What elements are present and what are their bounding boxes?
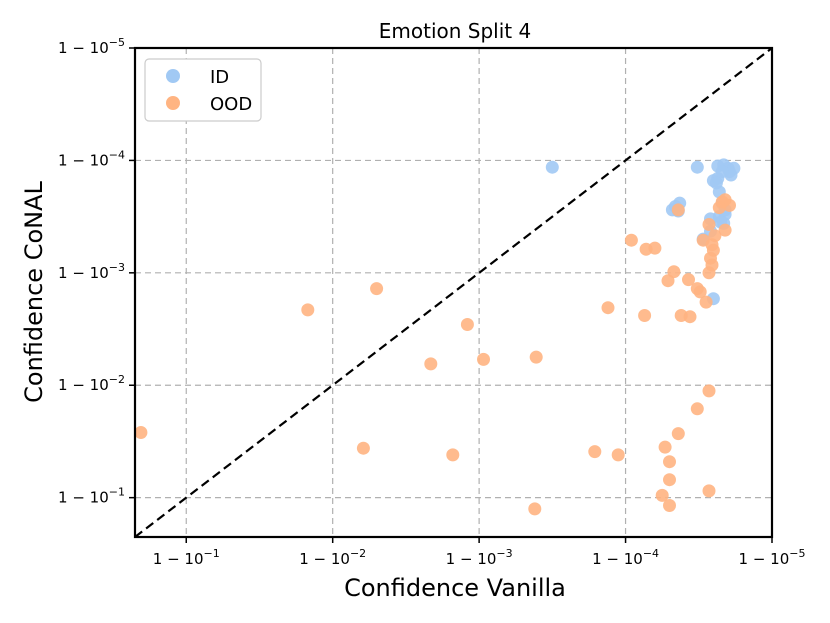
point-ood-43 (446, 448, 460, 462)
point-ood-46 (702, 484, 716, 498)
y-axis-label: Confidence CoNAL (20, 181, 48, 403)
diagonal-reference-line (134, 47, 773, 538)
legend-marker-id (166, 69, 180, 83)
point-ood-37 (690, 402, 704, 416)
point-ood-4 (712, 201, 726, 215)
point-ood-27 (674, 309, 688, 322)
point-id-8 (727, 161, 741, 175)
point-ood-5 (671, 203, 685, 217)
point-ood-15 (624, 233, 638, 247)
point-ood-25 (601, 301, 615, 315)
point-ood-33 (529, 350, 543, 364)
point-ood-34 (702, 384, 716, 398)
point-ood-6 (718, 223, 732, 237)
y-axis-ticks: 1 − 10−1 1 − 10−2 1 − 10−3 1 − 10−4 1 − 10−5 (58, 36, 135, 507)
point-ood-22 (693, 285, 707, 299)
y-tick-label-1: 1 − 10−1 (58, 486, 125, 507)
point-ood-35 (134, 426, 148, 439)
point-ood-23 (699, 295, 713, 309)
point-ood-19 (661, 274, 675, 288)
x-tick-label-4: 1 − 10−4 (592, 547, 659, 568)
x-tick-label-5: 1 − 10−5 (739, 547, 806, 568)
x-axis-label: Confidence Vanilla (344, 574, 566, 602)
legend-marker-ood (166, 96, 180, 110)
plot-frame (133, 46, 774, 539)
point-ood-17 (639, 242, 653, 256)
x-tick-label-1: 1 − 10−1 (153, 547, 220, 568)
data-points (134, 158, 741, 516)
y-tick-label-4: 1 − 10−4 (58, 148, 125, 169)
y-tick-label-5: 1 − 10−5 (58, 36, 125, 57)
point-ood-47 (663, 499, 676, 512)
point-ood-42 (663, 455, 676, 469)
point-ood-40 (611, 448, 625, 462)
point-ood-38 (671, 427, 685, 441)
point-id-2 (690, 160, 704, 174)
point-ood-36 (356, 441, 370, 455)
point-ood-48 (528, 502, 542, 516)
point-ood-32 (477, 352, 490, 366)
x-tick-label-3: 1 − 10−3 (446, 547, 513, 568)
point-ood-45 (655, 488, 669, 502)
y-tick-label-3: 1 − 10−3 (58, 261, 125, 282)
legend: ID OOD (144, 58, 262, 122)
legend-label-ood: OOD (210, 94, 252, 115)
point-ood-44 (663, 473, 676, 487)
point-ood-7 (702, 218, 716, 231)
y-tick-label-2: 1 − 10−2 (58, 373, 125, 394)
point-ood-31 (424, 357, 438, 371)
point-ood-39 (658, 440, 672, 454)
point-ood-14 (702, 266, 716, 280)
point-id-11 (715, 165, 729, 179)
point-ood-29 (370, 282, 384, 296)
point-ood-28 (301, 303, 315, 317)
point-ood-26 (638, 309, 652, 322)
x-axis-ticks: 1 − 10−1 1 − 10−2 1 − 10−3 1 − 10−4 1 − 10−5 (153, 537, 806, 568)
x-tick-label-2: 1 − 10−2 (299, 547, 366, 568)
point-ood-30 (460, 318, 474, 331)
chart-title: Emotion Split 4 (379, 19, 531, 43)
legend-label-id: ID (210, 67, 229, 88)
point-ood-41 (588, 445, 602, 459)
point-id-1 (545, 160, 559, 174)
point-ood-20 (682, 273, 695, 287)
